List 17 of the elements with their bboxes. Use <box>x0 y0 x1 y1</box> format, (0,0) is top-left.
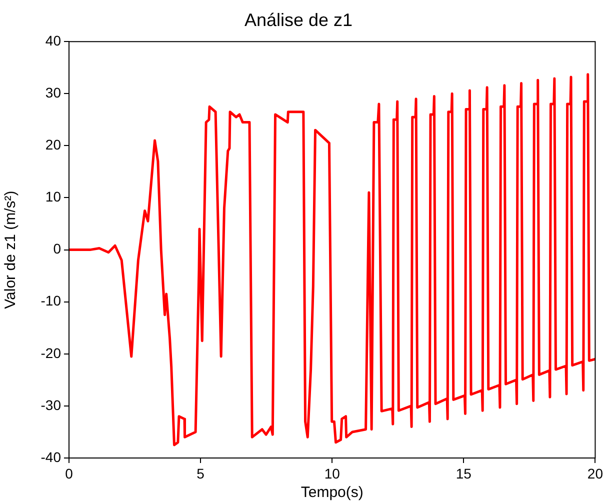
x-tick-label: 15 <box>456 465 472 482</box>
x-tick-label: 0 <box>65 465 74 482</box>
x-tick-label: 10 <box>324 465 340 482</box>
y-tick-label: -40 <box>40 448 62 465</box>
y-tick-label: -30 <box>40 396 62 413</box>
y-tick-label: 0 <box>53 240 62 257</box>
y-tick-label: 30 <box>45 84 62 101</box>
y-tick-label: 20 <box>45 136 62 153</box>
x-tick-label: 20 <box>587 465 604 482</box>
y-tick-label: 40 <box>45 32 62 48</box>
y-axis-title: Valor de z1 (m/s²) <box>2 190 20 309</box>
y-tick-label: 10 <box>45 188 62 205</box>
x-tick-label: 5 <box>196 465 205 482</box>
chart-title: Análise de z1 <box>244 10 353 30</box>
x-axis-title: Tempo(s) <box>300 484 364 502</box>
y-tick-label: -20 <box>40 344 62 361</box>
y-tick-label: -10 <box>40 292 62 309</box>
